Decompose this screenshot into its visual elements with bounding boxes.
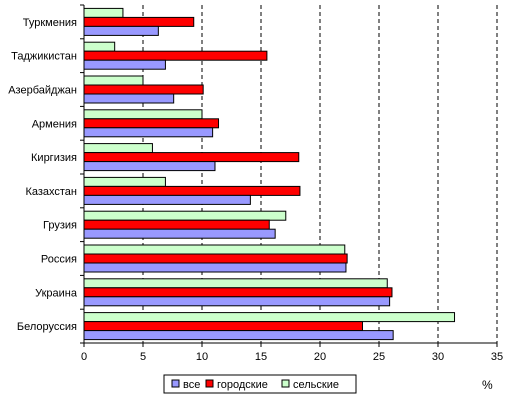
legend-swatch	[281, 379, 290, 388]
bar	[83, 84, 204, 95]
bar	[83, 109, 203, 120]
bar	[83, 75, 144, 86]
legend-label: все	[183, 379, 200, 391]
x-tick-label: 10	[196, 351, 208, 363]
bar	[83, 253, 348, 264]
x-tick-label: 25	[373, 351, 385, 363]
category-label: Киргизия	[31, 152, 77, 164]
bar	[83, 50, 268, 61]
bar	[83, 176, 166, 187]
bar	[83, 118, 220, 129]
bar	[83, 25, 159, 36]
category-label: Туркмения	[23, 17, 77, 29]
bar	[83, 219, 270, 230]
category-label: Азербайджан	[8, 85, 77, 97]
legend-label: городские	[217, 379, 268, 391]
bar	[83, 93, 175, 104]
grid-lines	[142, 5, 498, 343]
bar	[83, 262, 347, 273]
x-tick-label: 0	[81, 351, 87, 363]
bar	[83, 210, 287, 221]
legend-label: сельские	[293, 379, 339, 391]
x-tick-labels: 0 5 10 15 20 25 30 35	[81, 351, 503, 363]
x-tick-label: 20	[314, 351, 326, 363]
axes	[80, 4, 498, 347]
legend: все городские сельские	[163, 374, 357, 394]
bar	[83, 194, 251, 205]
x-tick-label: 5	[140, 351, 146, 363]
category-label: Украина	[35, 287, 78, 299]
bar	[83, 161, 216, 172]
bar	[83, 321, 363, 332]
bar	[83, 41, 116, 52]
category-label: Казахстан	[25, 186, 77, 198]
bar	[83, 278, 388, 289]
bar	[83, 296, 391, 307]
category-label: Грузия	[43, 220, 77, 232]
legend-swatch	[205, 379, 214, 388]
bar	[83, 16, 195, 27]
category-label: Белоруссия	[17, 321, 77, 333]
legend-swatch	[171, 379, 180, 388]
bar	[83, 330, 394, 341]
bar	[83, 127, 214, 138]
bar	[83, 7, 124, 18]
bar	[83, 152, 300, 163]
x-tick-label: 35	[491, 351, 503, 363]
bars	[83, 7, 456, 341]
bar	[83, 185, 301, 196]
bar	[83, 312, 456, 323]
bar	[83, 287, 393, 298]
unit-label: %	[482, 378, 493, 392]
x-tick-label: 15	[255, 351, 267, 363]
bar	[83, 244, 346, 255]
x-tick-label: 30	[432, 351, 444, 363]
category-label: Армения	[32, 118, 77, 130]
category-labels: Туркмения Таджикистан Азербайджан Армения Ки…	[8, 17, 78, 333]
category-label: Россия	[41, 254, 77, 266]
bar	[83, 59, 166, 70]
category-label: Таджикистан	[11, 51, 77, 63]
bar	[83, 143, 153, 154]
bar	[83, 228, 276, 239]
